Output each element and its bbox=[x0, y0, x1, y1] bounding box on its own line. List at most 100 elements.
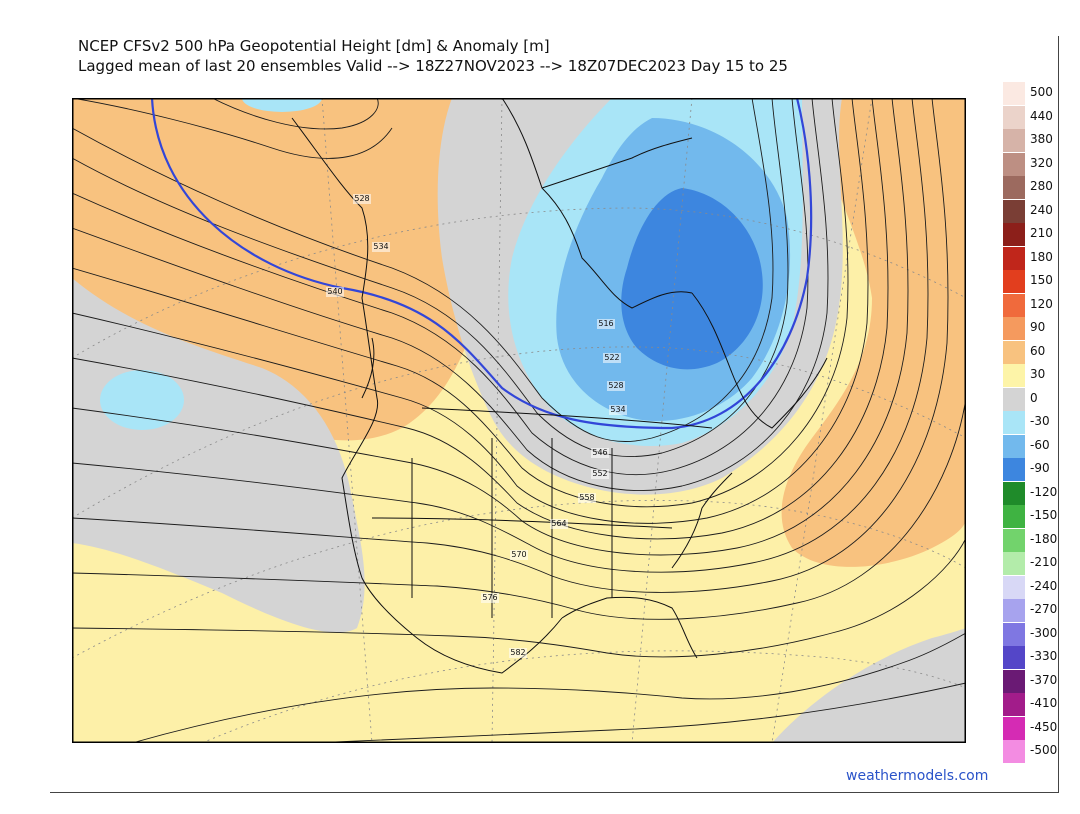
scale-label: 500 bbox=[1030, 85, 1053, 99]
contour-label: 564 bbox=[551, 519, 566, 528]
contour-label: 576 bbox=[482, 593, 497, 602]
scale-label: -370 bbox=[1030, 672, 1058, 687]
scale-swatch bbox=[1003, 364, 1025, 387]
frame-right-rule bbox=[1058, 36, 1059, 793]
contour-label: 570 bbox=[511, 550, 526, 559]
scale-swatch bbox=[1003, 82, 1025, 105]
contour-label: 534 bbox=[610, 405, 625, 414]
contour-label-bg bbox=[510, 550, 528, 560]
scale-swatch bbox=[1003, 129, 1025, 152]
anomaly-negative-arctic-blob bbox=[242, 98, 322, 112]
scale-swatch bbox=[1003, 152, 1025, 176]
scale-label: -60 bbox=[1030, 437, 1050, 452]
scale-swatch bbox=[1003, 599, 1025, 622]
scale-swatch bbox=[1003, 481, 1025, 505]
scale-swatch bbox=[1003, 411, 1025, 434]
contour-label: 558 bbox=[579, 493, 594, 502]
scale-label: 90 bbox=[1030, 320, 1046, 334]
scale-swatch bbox=[1003, 317, 1025, 340]
anomaly-negative-strong bbox=[621, 188, 763, 370]
scale-label: 180 bbox=[1030, 249, 1053, 264]
scale-swatch bbox=[1003, 176, 1025, 199]
contour-label: 552 bbox=[592, 469, 607, 478]
scale-swatch bbox=[1003, 199, 1025, 223]
coastlines bbox=[291, 98, 828, 674]
scale-label: -210 bbox=[1030, 555, 1058, 569]
scale-swatch bbox=[1003, 293, 1025, 317]
scale-label: 280 bbox=[1030, 179, 1053, 193]
scale-swatch bbox=[1003, 434, 1025, 458]
contour-label: 540 bbox=[327, 287, 342, 296]
scale-label: -410 bbox=[1030, 696, 1058, 710]
contour-label-bg bbox=[326, 287, 344, 297]
scale-swatch bbox=[1003, 693, 1025, 716]
scale-label: -330 bbox=[1030, 649, 1058, 663]
scale-label: -270 bbox=[1030, 602, 1058, 616]
contour-label-bg bbox=[550, 519, 568, 529]
contour-label-bg bbox=[578, 493, 596, 503]
scale-label: -150 bbox=[1030, 508, 1058, 522]
scale-swatch bbox=[1003, 246, 1025, 270]
scale-swatch bbox=[1003, 552, 1025, 575]
map-title-line1: NCEP CFSv2 500 hPa Geopotential Height [… bbox=[78, 37, 550, 55]
contour-label: 546 bbox=[592, 448, 607, 457]
scale-label: -450 bbox=[1030, 719, 1058, 734]
contour-label-bg bbox=[509, 648, 527, 658]
graticule bbox=[72, 98, 966, 743]
contour-label-bg bbox=[372, 242, 390, 252]
scale-label: 240 bbox=[1030, 202, 1053, 217]
scale-label: -180 bbox=[1030, 531, 1058, 546]
scale-swatch bbox=[1003, 528, 1025, 552]
scale-label: 120 bbox=[1030, 296, 1053, 311]
scale-label: 30 bbox=[1030, 367, 1046, 381]
anomaly-negative-pacific-blob bbox=[100, 370, 184, 430]
scale-swatch bbox=[1003, 740, 1025, 763]
contour-label: 582 bbox=[510, 648, 525, 657]
contour-label-bg bbox=[591, 469, 609, 479]
contour-label-bg bbox=[607, 381, 625, 391]
geopotential-map: 528 534 540 516 522 528 534 546 552 558 564 570 576 5… bbox=[72, 98, 966, 743]
scale-swatch bbox=[1003, 646, 1025, 669]
scale-swatch bbox=[1003, 622, 1025, 646]
scale-swatch bbox=[1003, 340, 1025, 364]
scale-label: 380 bbox=[1030, 132, 1053, 146]
scale-swatch bbox=[1003, 716, 1025, 740]
height-contours bbox=[72, 98, 966, 743]
scale-label: -30 bbox=[1030, 414, 1050, 428]
contour-label-bg bbox=[609, 405, 627, 415]
scale-label: 440 bbox=[1030, 108, 1053, 123]
scale-swatch bbox=[1003, 669, 1025, 693]
contour-labels: 528 534 540 516 522 528 534 546 552 558 564 570 576 5… bbox=[326, 194, 627, 658]
scale-label: -300 bbox=[1030, 625, 1058, 640]
contour-label-bg bbox=[591, 448, 609, 458]
contour-label: 522 bbox=[604, 353, 619, 362]
contour-label-bg bbox=[353, 194, 371, 204]
scale-swatch bbox=[1003, 505, 1025, 528]
scale-label: 210 bbox=[1030, 226, 1053, 240]
scale-label: -120 bbox=[1030, 484, 1058, 499]
contour-label-bg bbox=[481, 593, 499, 603]
contour-label: 528 bbox=[608, 381, 623, 390]
scale-swatch bbox=[1003, 387, 1025, 411]
map-title-line2: Lagged mean of last 20 ensembles Valid -… bbox=[78, 57, 788, 75]
scale-label: -500 bbox=[1030, 743, 1058, 757]
contour-label-bg bbox=[603, 353, 621, 363]
scale-swatch bbox=[1003, 105, 1025, 129]
contour-label: 528 bbox=[354, 194, 369, 203]
credit-link[interactable]: weathermodels.com bbox=[846, 768, 989, 784]
scale-swatch bbox=[1003, 270, 1025, 293]
anomaly-neutral-pacific bbox=[72, 278, 365, 633]
contour-label: 516 bbox=[598, 319, 613, 328]
scale-label: -240 bbox=[1030, 578, 1058, 593]
scale-label: 60 bbox=[1030, 343, 1046, 358]
map-frame bbox=[72, 98, 966, 743]
frame-bottom-rule bbox=[50, 792, 1059, 793]
anomaly-positive-atlantic bbox=[781, 98, 966, 567]
contour-540-highlight bbox=[150, 98, 813, 430]
scale-label: -90 bbox=[1030, 461, 1050, 475]
contour-label: 534 bbox=[373, 242, 388, 251]
scale-label: 150 bbox=[1030, 273, 1053, 287]
scale-label: 320 bbox=[1030, 155, 1053, 170]
scale-label: 0 bbox=[1030, 390, 1038, 405]
scale-swatch bbox=[1003, 575, 1025, 599]
